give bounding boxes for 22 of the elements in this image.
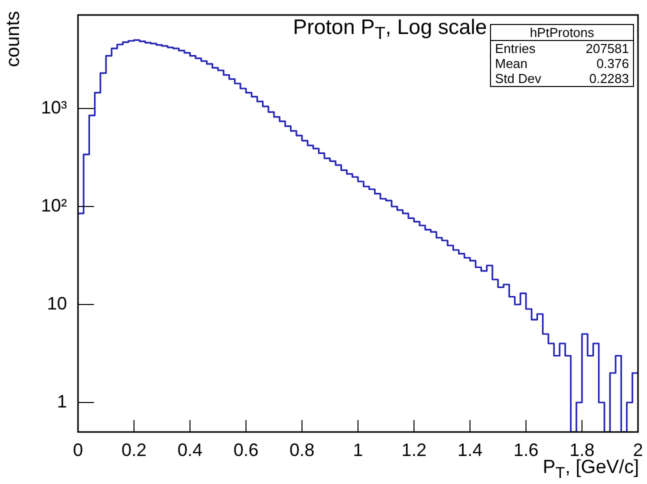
x-tick-label: 1.2 bbox=[401, 440, 427, 460]
y-tick-label: 10³ bbox=[40, 97, 68, 118]
x-tick-label: 2 bbox=[632, 440, 644, 460]
x-tick-label: 1.8 bbox=[569, 440, 595, 460]
text: Entries 207581 bbox=[495, 41, 629, 56]
x-tick-label: 1 bbox=[352, 440, 364, 460]
x-tick-label: 0.2 bbox=[121, 440, 147, 460]
x-tick-label: 0.4 bbox=[177, 440, 203, 460]
y-tick-label: 10 bbox=[46, 293, 67, 314]
y-tick-label: 1 bbox=[56, 391, 67, 412]
x-tick-label: 0.8 bbox=[289, 440, 315, 460]
x-tick-label: 0 bbox=[72, 440, 84, 460]
x-tick-label: 0.6 bbox=[233, 440, 259, 460]
y-tick-label: 10² bbox=[40, 195, 68, 216]
text: Std Dev 0.2283 bbox=[495, 71, 629, 86]
annotation: hPtProtons bbox=[491, 25, 633, 41]
text: Mean 0.376 bbox=[495, 56, 629, 71]
x-axis-title: P$_{T}$, [GeV/c] bbox=[542, 457, 639, 483]
x-tick-label: 1.6 bbox=[513, 440, 539, 460]
chart-title: Proton P$_{T}$, Log scale bbox=[293, 16, 487, 44]
x-tick-label: 1.4 bbox=[457, 440, 483, 460]
y-axis-title: counts bbox=[2, 11, 25, 67]
